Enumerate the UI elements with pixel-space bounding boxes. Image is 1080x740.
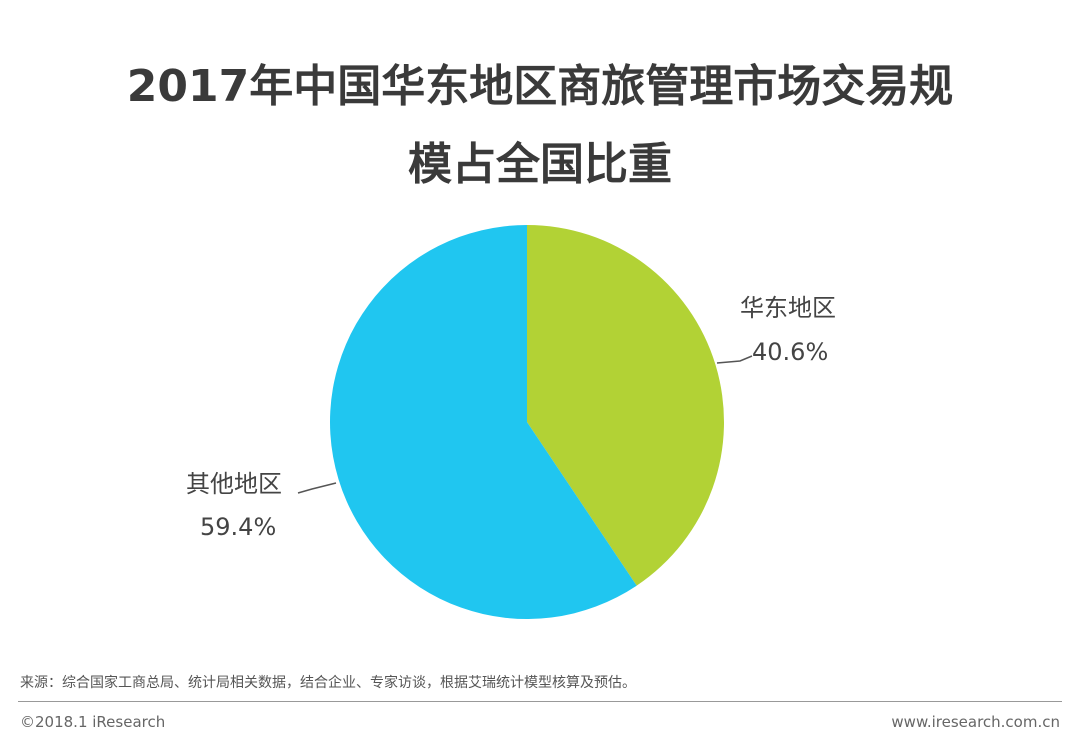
chart-title-line-1: 2017年中国华东地区商旅管理市场交易规 [126, 61, 954, 112]
source-note: 来源：综合国家工商总局、统计局相关数据，结合企业、专家访谈，根据艾瑞统计模型核算… [20, 675, 636, 691]
slice-label-name-other: 其他地区 [186, 470, 282, 498]
chart-title-line-2: 模占全国比重 [408, 139, 672, 190]
copyright-text: ©2018.1 iResearch [20, 713, 166, 731]
pie-chart: 华东地区 40.6% 其他地区 59.4% [186, 225, 836, 619]
pie-slice-other [329, 225, 637, 619]
website-link[interactable]: www.iresearch.com.cn [891, 713, 1060, 731]
footer-divider [18, 701, 1062, 702]
leader-line-other [297, 482, 337, 494]
pie-slice-east [527, 225, 724, 586]
slice-label-name-east: 华东地区 [740, 294, 836, 322]
pie-slices [329, 225, 724, 619]
slice-label-value-other: 59.4% [200, 513, 276, 541]
chart-title: 2017年中国华东地区商旅管理市场交易规 模占全国比重 [0, 48, 1080, 204]
leader-lines [297, 355, 753, 494]
leader-line-east [716, 355, 753, 364]
slice-label-value-east: 40.6% [752, 338, 828, 366]
